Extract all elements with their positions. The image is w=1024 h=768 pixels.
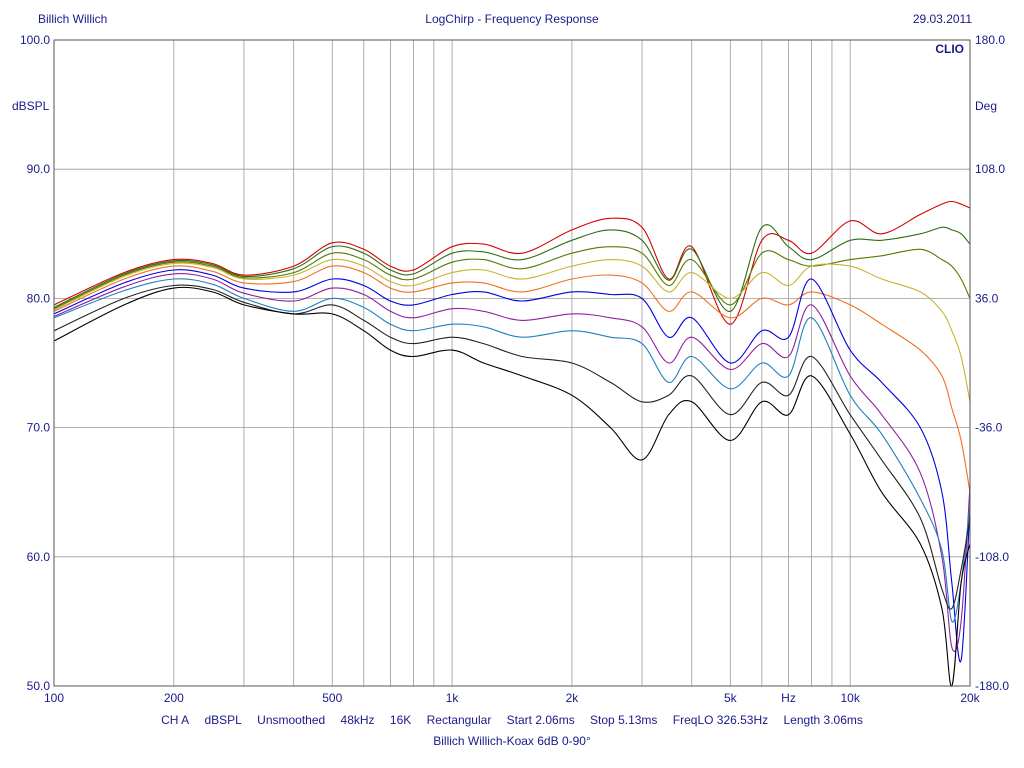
header-title: LogChirp - Frequency Response	[425, 12, 599, 26]
setting-smoothing: Unsmoothed	[257, 713, 326, 727]
series-line-6	[53, 273, 971, 653]
x-tick-label: 5k	[724, 691, 738, 705]
y2-axis-label: Deg	[975, 99, 997, 113]
y2-tick-label: 108.0	[975, 162, 1005, 176]
y2-tick-label: -36.0	[975, 421, 1003, 435]
setting-window: Rectangular	[426, 713, 492, 727]
y2-tick-label: 180.0	[975, 33, 1005, 47]
setting-unit: dBSPL	[204, 713, 242, 727]
measurement-title: Billich Willich-Koax 6dB 0-90°	[433, 734, 591, 748]
series-line-2	[53, 246, 971, 310]
clio-brand-label: CLIO	[935, 42, 964, 56]
x-tick-label: 100	[44, 691, 64, 705]
series-line-4	[53, 265, 971, 493]
series-line-3	[53, 258, 971, 402]
y-tick-label: 100.0	[20, 33, 50, 47]
x-tick-label: 20k	[960, 691, 980, 705]
y-axis-label: dBSPL	[12, 99, 50, 113]
y-tick-label: 60.0	[27, 550, 51, 564]
chart-ticks: 100 200 500 1k 2k 5k Hz 10k 20k 100.0 90.0 80.0 70.0…	[20, 33, 1009, 705]
x-tick-label: Hz	[781, 691, 796, 705]
y-tick-label: 50.0	[27, 679, 51, 693]
setting-start: Start 2.06ms	[506, 713, 575, 727]
setting-samplerate: 48kHz	[340, 713, 375, 727]
setting-fft-size: 16K	[389, 713, 412, 727]
x-tick-label: 1k	[446, 691, 460, 705]
measurement-settings: CH A dBSPL Unsmoothed 48kHz 16K Rectangu…	[0, 713, 1024, 727]
x-tick-label: 200	[164, 691, 184, 705]
setting-channel: CH A	[161, 713, 190, 727]
series-line-7	[53, 278, 971, 623]
setting-freqlo: FreqLO 326.53Hz	[672, 713, 769, 727]
y2-tick-label: 36.0	[975, 291, 999, 305]
y-tick-label: 90.0	[27, 162, 51, 176]
y2-tick-label: -180.0	[975, 679, 1009, 693]
x-tick-label: 2k	[566, 691, 580, 705]
setting-stop: Stop 5.13ms	[590, 713, 658, 727]
setting-length: Length 3.06ms	[783, 713, 863, 727]
x-tick-label: 500	[322, 691, 342, 705]
y2-tick-label: -108.0	[975, 550, 1009, 564]
y-tick-label: 80.0	[27, 291, 51, 305]
series-line-9	[53, 286, 971, 687]
series-line-0	[53, 200, 971, 325]
x-tick-label: 10k	[840, 691, 860, 705]
series-line-1	[53, 224, 971, 312]
chart-grid	[54, 40, 970, 686]
header-company: Billich Willich	[38, 12, 108, 26]
y-tick-label: 70.0	[27, 421, 51, 435]
plot-frame	[53, 39, 971, 687]
chart-series	[53, 200, 971, 687]
header-date: 29.03.2011	[912, 12, 972, 26]
series-line-5	[53, 269, 971, 663]
series-line-8	[53, 284, 971, 610]
